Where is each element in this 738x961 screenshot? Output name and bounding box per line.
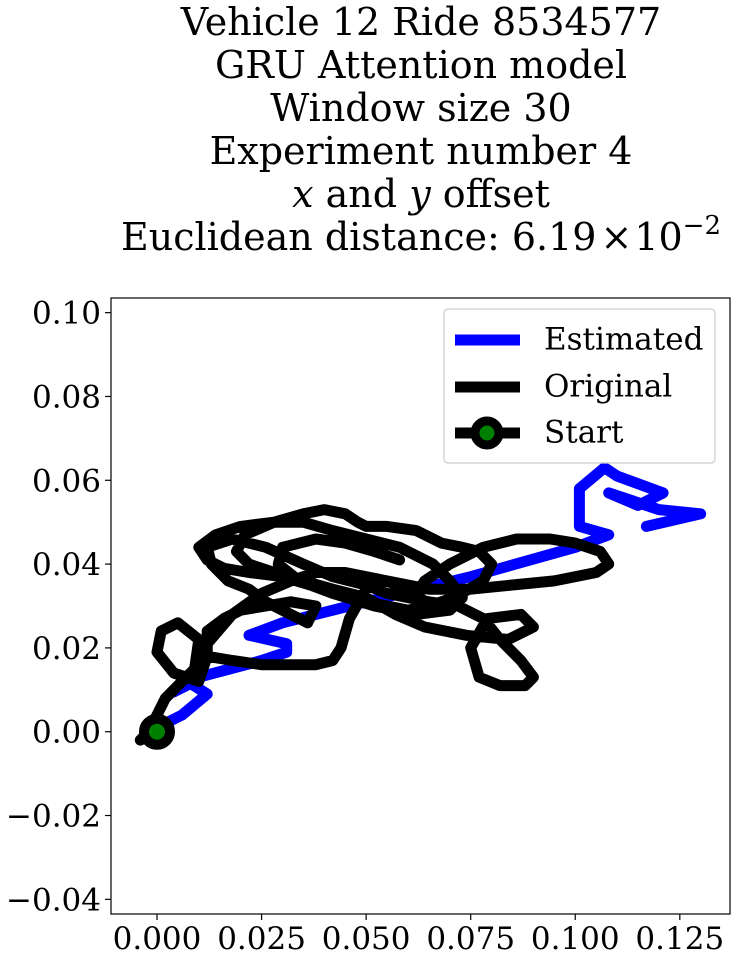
data-lines [134, 462, 707, 750]
y-tick-label: 0.02 [32, 631, 101, 667]
title-line-2: GRU Attention model [215, 43, 627, 87]
y-tick-label: −0.02 [6, 799, 101, 835]
title-var-x: x [292, 172, 313, 216]
title-var-y: y [407, 172, 431, 216]
x-tick-label: 0.025 [217, 921, 306, 957]
legend-label-start: Start [544, 415, 624, 451]
x-tick-label: 0.075 [426, 921, 515, 957]
title-line-3: Window size 30 [270, 86, 571, 130]
axes-frame [110, 297, 731, 915]
legend: Estimated Original Start [443, 308, 716, 464]
title-exponent-base: 10 [634, 215, 682, 259]
title-exponent: −2 [683, 211, 721, 241]
x-tick-label: 0.050 [322, 921, 411, 957]
title-times-sign: × [600, 215, 632, 259]
x-tick-label: 0.000 [113, 921, 202, 957]
start-point-marker [139, 713, 176, 750]
y-tick-label: 0.00 [32, 715, 101, 751]
title-line-5: x and y offset [292, 172, 550, 216]
legend-start-marker [470, 416, 504, 450]
legend-label-original: Original [544, 369, 672, 405]
title-line-1: Vehicle 12 Ride 8534577 [180, 0, 661, 44]
title-line-4: Experiment number 4 [210, 129, 633, 173]
legend-label-estimated: Estimated [544, 322, 703, 358]
plot-area [110, 297, 731, 915]
y-tick-label: 0.04 [32, 547, 101, 583]
title-offset: offset [431, 172, 550, 216]
y-tick-label: −0.04 [6, 882, 101, 918]
y-tick-label: 0.08 [32, 379, 101, 415]
title-distance-prefix: Euclidean distance: 6.19 [121, 215, 596, 259]
axis-ticks: 0.000 0.025 0.050 0.075 0.100 0.125 −0.04 −0.02… [6, 296, 724, 957]
legend-box [443, 308, 716, 464]
y-tick-label: 0.10 [32, 296, 101, 332]
title-line-6: Euclidean distance: 6.19 ×10−2 [121, 211, 721, 259]
title-and: and [314, 172, 410, 216]
chart-title: Vehicle 12 Ride 8534577 GRU Attention mo… [121, 0, 721, 259]
series-line-original [134, 504, 615, 746]
y-tick-label: 0.06 [32, 463, 101, 499]
x-tick-label: 0.125 [635, 921, 724, 957]
x-tick-label: 0.100 [531, 921, 620, 957]
